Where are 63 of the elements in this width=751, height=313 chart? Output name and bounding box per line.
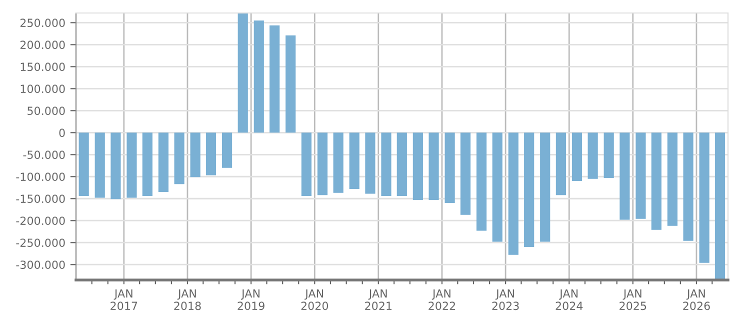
y-tick-label: -300.000 [16,260,65,269]
bar [428,132,439,200]
bar [78,132,89,196]
y-tick-label: -200.000 [16,216,65,225]
bar [94,132,105,198]
bar [317,132,328,196]
bar [381,132,392,196]
x-tick-label: JAN 2021 [365,289,392,310]
bar [126,132,137,198]
bar [158,132,168,192]
x-tick-label: JAN 2025 [620,289,646,310]
bar [174,132,184,184]
x-tick-label: JAN 2022 [428,289,455,310]
bar [301,132,312,196]
bar [333,132,344,193]
bar [110,132,121,200]
y-tick-label: 200.000 [20,40,65,50]
bar [492,132,502,242]
bar [651,132,662,230]
bar [699,132,710,263]
bar [683,132,694,241]
bar [270,25,280,133]
bar [365,132,376,194]
x-tick-label: JAN 2019 [238,289,264,310]
y-tick-label: 150.000 [20,62,65,72]
bar [444,132,455,204]
bar [460,132,471,215]
bar [476,132,487,231]
bar [286,35,296,133]
bar [412,132,423,200]
bar [508,132,518,255]
x-tick-label: JAN 2017 [110,289,138,310]
y-tick-label: -50.000 [23,150,65,160]
y-tick-label: 100.000 [20,84,65,94]
bar [572,132,582,182]
bar [524,132,534,248]
bar [588,132,598,179]
bar [254,20,264,133]
x-tick-label: JAN 2018 [174,289,201,310]
bar [222,132,232,168]
x-tick-label: JAN 2020 [301,289,328,310]
y-tick-label: -100.000 [16,172,65,182]
bar [636,132,646,219]
x-tick-label: JAN 2024 [556,289,583,310]
x-tick-label: JAN 2023 [492,289,519,310]
x-tick-label: JAN 2026 [683,289,710,310]
bar [620,132,630,220]
y-tick-label: -250.000 [16,238,65,247]
bar [714,132,726,280]
y-tick-label: 50.000 [28,106,65,116]
bar [556,132,566,196]
y-tick-label: 250.000 [20,18,65,28]
bar [540,132,550,242]
bar [604,132,614,178]
bar [667,132,678,226]
bar [238,13,248,133]
bar [349,132,360,189]
y-tick-label: -150.000 [16,194,65,204]
bar [190,132,200,178]
bar [142,132,152,196]
y-tick-label: 0 [59,128,65,138]
bar [396,132,407,196]
bar [206,132,216,176]
